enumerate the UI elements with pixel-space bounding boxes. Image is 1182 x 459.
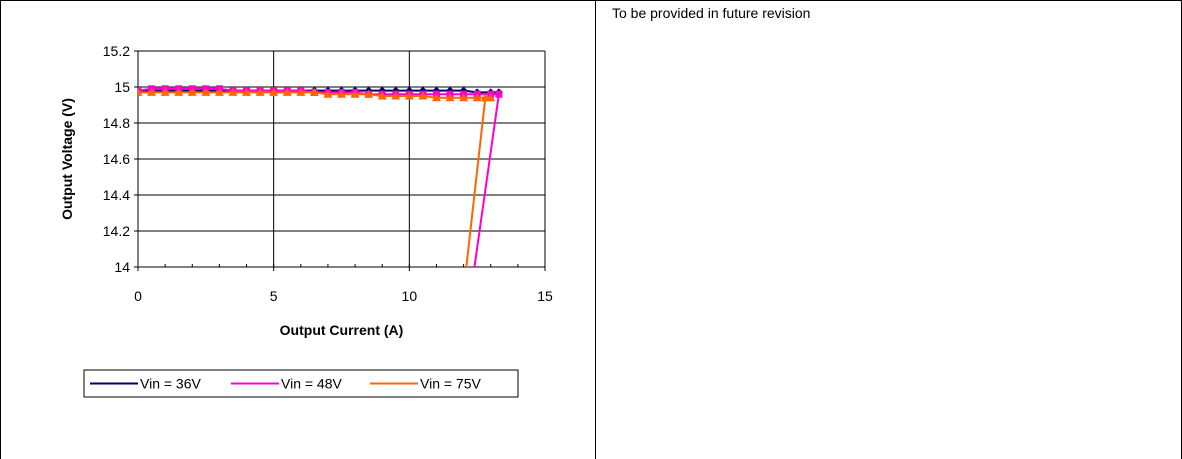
series-line-3 <box>138 91 491 267</box>
legend-label-1: Vin = 36V <box>140 376 202 392</box>
data-point-series-3 <box>323 89 333 98</box>
revision-note: To be provided in future revision <box>612 5 811 21</box>
data-point-series-3 <box>174 87 184 96</box>
data-point-series-3 <box>364 89 374 98</box>
x-tick-label: 15 <box>537 288 553 304</box>
data-point-series-3 <box>255 87 265 96</box>
data-point-series-2 <box>495 90 503 98</box>
data-point-series-3 <box>160 87 170 96</box>
data-point-series-3 <box>377 91 387 100</box>
note-cell: To be provided in future revision <box>595 0 1182 459</box>
data-point-series-3 <box>147 87 157 96</box>
y-tick-label: 14.2 <box>103 223 130 239</box>
data-point-series-3 <box>404 91 414 100</box>
data-point-series-3 <box>480 93 490 102</box>
y-tick-label: 14 <box>114 259 130 275</box>
data-point-series-3 <box>138 87 143 96</box>
data-point-series-3 <box>187 87 197 96</box>
data-point-series-3 <box>459 93 469 102</box>
data-point-series-3 <box>269 87 279 96</box>
data-point-series-3 <box>391 91 401 100</box>
data-point-series-3 <box>431 93 441 102</box>
data-point-series-3 <box>201 87 211 96</box>
data-point-series-3 <box>228 87 238 96</box>
legend-label-3: Vin = 75V <box>420 376 482 392</box>
data-point-series-3 <box>350 89 360 98</box>
x-axis-label: Output Current (A) <box>280 322 404 338</box>
y-tick-label: 14.8 <box>103 115 130 131</box>
data-point-series-3 <box>214 87 224 96</box>
y-tick-label: 14.4 <box>103 187 130 203</box>
data-point-series-3 <box>242 87 252 96</box>
data-point-series-3 <box>282 87 292 96</box>
y-tick-label: 15 <box>114 79 130 95</box>
legend-box <box>83 369 519 398</box>
data-point-series-3 <box>445 93 455 102</box>
y-tick-label: 15.2 <box>103 43 130 59</box>
x-tick-label: 10 <box>402 288 418 304</box>
x-tick-label: 5 <box>270 288 278 304</box>
data-point-series-3 <box>418 91 428 100</box>
voltage-current-chart: 14 14.2 14.4 14.6 14.8 15 15.2 0 5 10 15 Output Cur… <box>59 43 553 398</box>
data-point-series-2 <box>138 87 142 95</box>
x-tick-label: 0 <box>134 288 142 304</box>
series-line-2 <box>138 87 501 267</box>
y-axis-label: Output Voltage (V) <box>59 98 75 220</box>
y-tick-label: 14.6 <box>103 151 130 167</box>
data-point-series-3 <box>472 93 482 102</box>
data-point-series-3 <box>296 87 306 96</box>
series-line-1 <box>138 89 499 94</box>
legend-label-2: Vin = 48V <box>281 376 343 392</box>
data-point-series-3 <box>309 87 319 96</box>
chart-cell <box>0 0 596 459</box>
data-point-series-3 <box>337 89 346 98</box>
